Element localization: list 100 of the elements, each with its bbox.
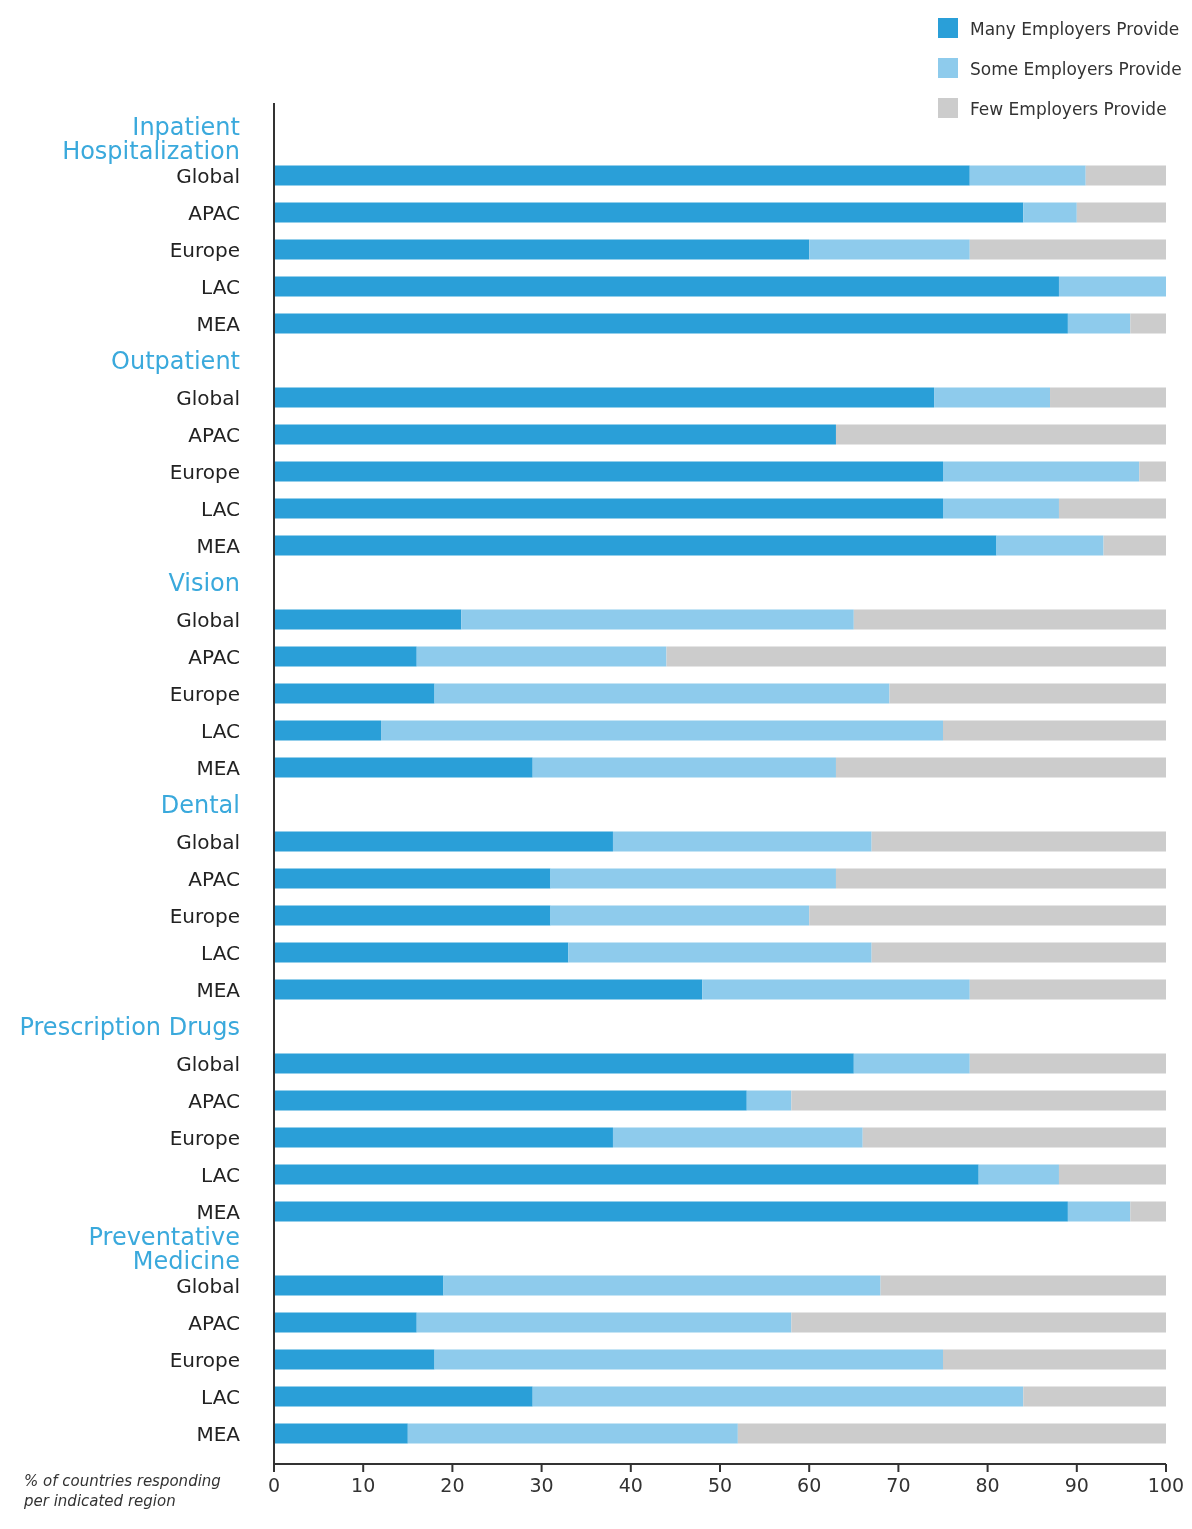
x-tick-label: 90 — [1064, 1474, 1089, 1496]
bar — [274, 1275, 444, 1296]
bar — [274, 683, 435, 704]
bar — [666, 646, 1166, 667]
y-tick-label: Global — [176, 829, 240, 854]
y-tick-label: Global — [176, 607, 240, 632]
bar — [943, 720, 1166, 741]
bar — [853, 1053, 970, 1074]
bar — [407, 1423, 738, 1444]
y-tick-label: LAC — [201, 496, 240, 521]
y-tick-label: MEA — [196, 533, 241, 558]
bar — [274, 1164, 979, 1185]
y-tick-label: Europe — [169, 1125, 240, 1150]
bar — [274, 276, 1059, 297]
bar — [274, 387, 935, 408]
y-tick-label: Vision — [168, 568, 240, 597]
bar — [1023, 1386, 1166, 1407]
bar — [274, 461, 943, 482]
bar — [443, 1275, 881, 1296]
bar — [1130, 1201, 1166, 1222]
bar — [746, 1090, 792, 1111]
y-tick-label: Europe — [169, 459, 240, 484]
bar — [1058, 276, 1166, 297]
y-tick-label: Prescription Drugs — [19, 1012, 240, 1041]
legend-label: Few Employers Provide — [970, 99, 1167, 119]
bar — [416, 1312, 792, 1333]
bar — [274, 1349, 435, 1370]
bar — [550, 905, 810, 926]
bar — [274, 1423, 408, 1444]
bar — [612, 831, 872, 852]
x-tick-label: 0 — [267, 1474, 281, 1496]
bar — [853, 609, 1166, 630]
bar — [274, 942, 569, 963]
y-tick-label: Global — [176, 163, 240, 188]
x-tick-label: 100 — [1147, 1474, 1185, 1496]
y-tick-label: MEA — [196, 1199, 241, 1224]
y-tick-label: LAC — [201, 1162, 240, 1187]
bar — [550, 868, 836, 889]
y-tick-label: APAC — [188, 866, 240, 891]
y-tick-label: Global — [176, 1051, 240, 1076]
x-tick-label: 10 — [351, 1474, 376, 1496]
y-tick-label: Preventative Medicine — [88, 1222, 240, 1275]
bar — [1076, 202, 1166, 223]
bar — [274, 239, 810, 260]
y-tick-label: APAC — [188, 422, 240, 447]
bar — [434, 683, 890, 704]
bar — [969, 239, 1166, 260]
bar — [612, 1127, 863, 1148]
y-tick-label: LAC — [201, 274, 240, 299]
y-tick-label: Europe — [169, 681, 240, 706]
bar — [943, 1349, 1166, 1370]
bar — [274, 1312, 417, 1333]
bar — [274, 1201, 1068, 1222]
bar — [791, 1312, 1166, 1333]
y-tick-label: APAC — [188, 1088, 240, 1113]
legend-label: Many Employers Provide — [970, 19, 1180, 39]
bar — [702, 979, 970, 1000]
bar — [274, 535, 997, 556]
legend-label: Some Employers Provide — [970, 59, 1182, 79]
bar — [532, 1386, 1024, 1407]
y-tick-label: Europe — [169, 903, 240, 928]
bar — [969, 165, 1086, 186]
bar — [1058, 498, 1166, 519]
bar — [889, 683, 1166, 704]
x-tick-label: 80 — [975, 1474, 1000, 1496]
y-tick-label: LAC — [201, 1384, 240, 1409]
bar — [871, 831, 1166, 852]
bar — [943, 461, 1140, 482]
bar — [1050, 387, 1166, 408]
bar — [274, 646, 417, 667]
x-tick-label: 50 — [707, 1474, 733, 1496]
x-axis-title: % of countries responding per indicated region — [23, 1472, 221, 1510]
bar — [274, 905, 551, 926]
bar — [969, 979, 1166, 1000]
y-tick-label: APAC — [188, 1310, 240, 1335]
y-tick-label: Europe — [169, 1347, 240, 1372]
bar — [274, 757, 533, 778]
y-tick-label: Outpatient — [111, 346, 240, 375]
bar — [1085, 165, 1166, 186]
bar — [737, 1423, 1166, 1444]
bar — [274, 165, 970, 186]
y-tick-label: APAC — [188, 200, 240, 225]
bar — [274, 202, 1024, 223]
y-tick-label: Global — [176, 385, 240, 410]
bar — [1058, 1164, 1166, 1185]
bar — [835, 757, 1166, 778]
x-tick-label: 40 — [618, 1474, 643, 1496]
bar — [274, 424, 836, 445]
y-tick-label: Dental — [160, 790, 240, 819]
bar — [274, 609, 462, 630]
bar — [809, 905, 1166, 926]
y-tick-label: MEA — [196, 755, 241, 780]
y-tick-label: LAC — [201, 718, 240, 743]
x-tick-label: 60 — [797, 1474, 822, 1496]
bar — [791, 1090, 1166, 1111]
bar — [1130, 313, 1166, 334]
bar — [274, 498, 943, 519]
bar — [862, 1127, 1166, 1148]
bar — [381, 720, 943, 741]
y-tick-label: APAC — [188, 644, 240, 669]
